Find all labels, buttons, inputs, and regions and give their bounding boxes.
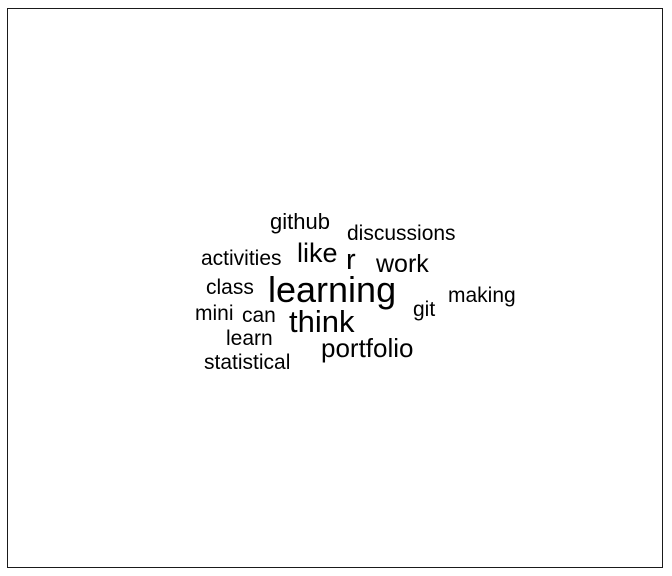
word-activities: activities: [201, 247, 282, 270]
word-r: r: [346, 244, 356, 276]
word-statistical: statistical: [204, 351, 291, 374]
word-learn: learn: [226, 327, 273, 350]
word-learning: learning: [268, 269, 397, 310]
plot-frame: [7, 8, 663, 568]
word-think: think: [289, 304, 355, 339]
word-making: making: [448, 284, 516, 307]
word-portfolio: portfolio: [321, 333, 414, 363]
word-like: like: [297, 238, 338, 268]
word-git: git: [413, 298, 436, 321]
word-can: can: [242, 304, 276, 327]
word-mini: mini: [195, 302, 234, 325]
word-work: work: [376, 250, 429, 278]
word-class: class: [206, 276, 254, 299]
word-discussions: discussions: [347, 222, 456, 245]
word-github: github: [270, 209, 330, 234]
